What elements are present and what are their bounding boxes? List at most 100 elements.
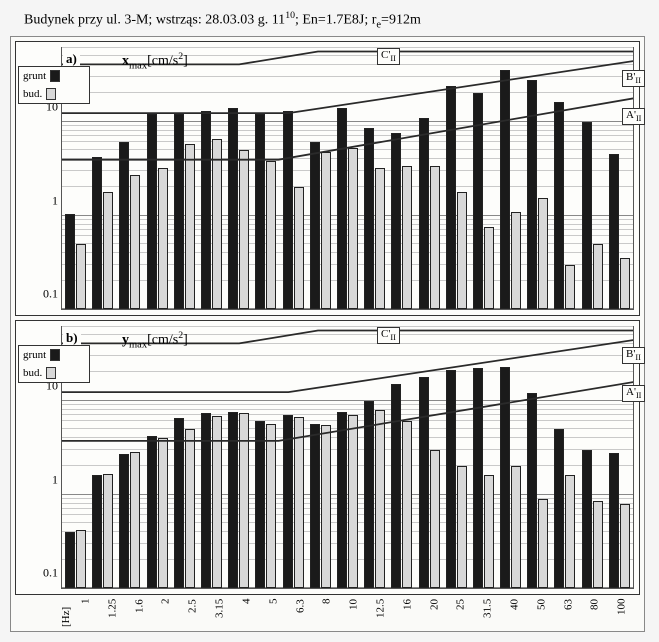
bar-grunt — [119, 142, 129, 309]
bar-group — [443, 327, 470, 588]
legend-item: grunt — [19, 346, 89, 364]
bar-bud — [511, 212, 521, 310]
bar-group — [280, 48, 307, 309]
x-tick-label: 1 — [72, 599, 99, 627]
bar-group — [361, 327, 388, 588]
chart-container: a) xmax[cm/s2] gruntbud. 0.1110 C'IIB'II… — [10, 36, 645, 632]
x-tick-label: 20 — [421, 599, 448, 627]
bar-group — [497, 327, 524, 588]
x-axis-unit: [Hz] — [60, 599, 72, 627]
x-tick-label: 100 — [608, 599, 635, 627]
bar-bud — [375, 168, 385, 309]
bar-bud — [185, 429, 195, 589]
bar-bud — [511, 466, 521, 588]
bar-grunt — [65, 532, 75, 589]
bar-group — [524, 48, 551, 309]
bar-bud — [266, 424, 276, 588]
bar-grunt — [92, 475, 102, 588]
curve-label-C: C'II — [377, 327, 400, 343]
bar-grunt — [391, 384, 401, 588]
curve-label-C: C'II — [377, 48, 400, 64]
x-tick-label: 6.3 — [287, 599, 314, 627]
legend-label: bud. — [23, 88, 42, 100]
bar-group — [497, 48, 524, 309]
y-tick-label: 1 — [52, 472, 62, 487]
legend-item: grunt — [19, 67, 89, 85]
x-tick-label: 63 — [555, 599, 582, 627]
bar-bud — [402, 421, 412, 588]
bar-group — [116, 327, 143, 588]
bar-bud — [239, 150, 249, 310]
bar-bud — [402, 166, 412, 310]
bar-grunt — [527, 80, 537, 310]
bar-group — [579, 48, 606, 309]
x-tick-label: 1.25 — [99, 599, 126, 627]
bar-grunt — [337, 108, 347, 310]
legend-item: bud. — [19, 85, 89, 103]
x-tick-label: 8 — [313, 599, 340, 627]
bar-group — [334, 48, 361, 309]
x-tick-label: 5 — [260, 599, 287, 627]
bar-bud — [348, 148, 358, 309]
bar-group — [551, 327, 578, 588]
bar-grunt — [609, 453, 619, 589]
bar-group — [524, 327, 551, 588]
bar-grunt — [119, 454, 129, 588]
bar-group — [606, 48, 633, 309]
bar-grunt — [283, 415, 293, 589]
bar-bud — [593, 244, 603, 310]
bar-bud — [158, 168, 168, 309]
bar-bud — [239, 413, 249, 589]
chart-panel-a: a) xmax[cm/s2] gruntbud. 0.1110 C'IIB'II… — [15, 41, 640, 316]
legend-label: bud. — [23, 367, 42, 379]
y-tick-label: 0.1 — [43, 287, 62, 302]
curve-label-B: B'II — [622, 347, 645, 363]
bar-bud — [375, 410, 385, 589]
bar-group — [171, 327, 198, 588]
bar-bud — [348, 415, 358, 588]
x-tick-label: 10 — [340, 599, 367, 627]
x-tick-label: 4 — [233, 599, 260, 627]
y-axis-label: ymax[cm/s2] — [122, 330, 188, 350]
bar-group — [606, 327, 633, 588]
bar-bud — [457, 192, 467, 310]
bar-group — [388, 327, 415, 588]
bar-bud — [430, 450, 440, 589]
bar-grunt — [419, 377, 429, 589]
bar-grunt — [65, 214, 75, 310]
curve-label-B: B'II — [622, 70, 645, 86]
panel-tag: b) — [63, 330, 81, 346]
bar-group — [415, 327, 442, 588]
x-tick-label: 2 — [152, 599, 179, 627]
bar-bud — [294, 187, 304, 309]
x-axis: [Hz] 11.251.622.53.15456.381012.51620253… — [15, 599, 640, 627]
curve-label-A: A'II — [622, 385, 645, 401]
bar-group — [144, 48, 171, 309]
bar-grunt — [527, 393, 537, 588]
bar-bud — [565, 475, 575, 588]
bar-bud — [430, 166, 440, 310]
bar-bud — [76, 244, 86, 310]
y-tick-label: 0.1 — [43, 566, 62, 581]
bar-bud — [593, 501, 603, 588]
x-tick-label: 40 — [501, 599, 528, 627]
bar-grunt — [419, 118, 429, 310]
x-tick-label: 2.5 — [179, 599, 206, 627]
plot-area-b: b) ymax[cm/s2] gruntbud. 0.1110 C'IIB'II… — [61, 326, 634, 589]
bar-bud — [565, 265, 575, 310]
legend-swatch — [46, 88, 56, 100]
bar-group — [551, 48, 578, 309]
bar-bud — [103, 474, 113, 588]
bar-grunt — [92, 157, 102, 310]
bar-grunt — [473, 368, 483, 588]
bar-bud — [620, 258, 630, 309]
bar-grunt — [147, 114, 157, 309]
bar-grunt — [310, 424, 320, 589]
x-tick-label: 12.5 — [367, 599, 394, 627]
bar-bud — [158, 438, 168, 589]
bar-grunt — [228, 108, 238, 310]
bar-grunt — [609, 154, 619, 309]
bar-grunt — [201, 413, 211, 588]
bar-group — [415, 48, 442, 309]
bar-group — [443, 48, 470, 309]
